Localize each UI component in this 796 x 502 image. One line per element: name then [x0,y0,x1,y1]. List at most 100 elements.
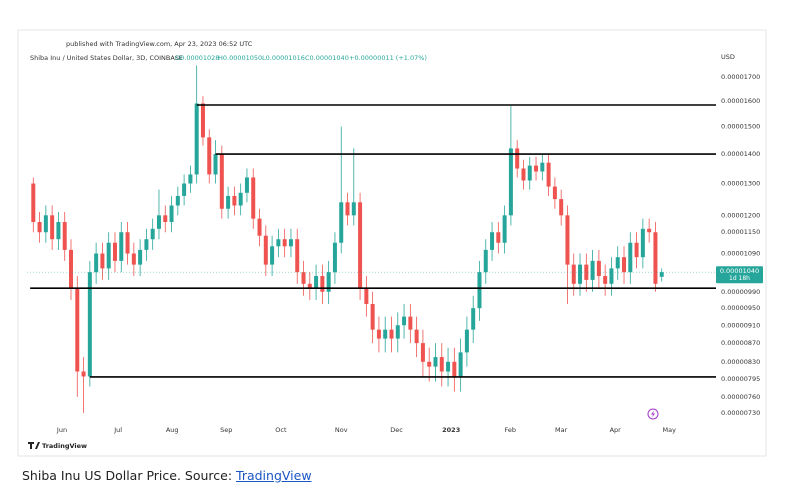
candle-body [56,222,61,240]
y-tick-label: 0.00000830 [721,358,760,366]
ohlc-low: L0.00001016 [262,54,305,62]
candle-body [332,242,337,273]
y-tick-label: 0.00001400 [721,150,760,158]
y-tick-label: 0.00001200 [721,211,760,219]
y-tick-label: 0.00001090 [721,250,760,258]
candle-body [138,249,143,265]
y-tick-label: 0.00000730 [721,409,760,417]
candle-body [251,177,256,219]
candle-body [37,222,42,233]
candle-body [603,276,608,284]
y-tick-label: 0.00000870 [721,339,760,347]
candle-body [182,183,187,196]
candle-body [508,148,513,216]
candle-body [458,352,463,377]
candle-body [420,343,425,362]
y-tick-label: 0.00001150 [721,228,760,236]
candle-body [288,239,293,247]
y-tick-label: 0.00001600 [721,97,760,105]
candle-body [527,165,532,181]
candle-body [169,205,174,223]
price-label-box [716,266,763,284]
candle-body [200,103,205,138]
candle-body [408,316,413,330]
candle-body [370,303,375,330]
candle-body [559,199,564,216]
candle-body [376,329,381,339]
candle-body [226,195,231,209]
candle-body [578,264,583,284]
x-tick-label: Mar [555,426,568,434]
candle-body [640,228,645,258]
candle-body [565,215,570,265]
alert-icon[interactable] [647,408,659,420]
candle-body [263,235,268,265]
candle-body [150,228,155,240]
candle-body [464,329,469,353]
y-tick-label: 0.00001300 [721,180,760,188]
candle-body [213,154,218,175]
candle-body [188,174,193,184]
candle-body [395,325,400,339]
x-tick-label: Oct [275,426,287,434]
currency-label: USD [721,53,735,61]
candle-body [163,215,168,223]
candle-body [584,264,589,280]
candle-body [389,329,394,339]
logo-icon [28,442,40,449]
x-tick-label: Aug [166,426,179,434]
candle-body [383,329,388,339]
candle-body [358,202,363,288]
price-countdown: 1d 18h [729,275,750,282]
candle-body [471,308,476,330]
x-tick-label: Sep [220,426,232,434]
symbol-label: Shiba Inu / United States Dollar, 3D, CO… [30,54,183,62]
candle-body [50,215,55,240]
x-tick-label: Jul [113,426,122,434]
logo-text: TradingView [42,442,87,450]
published-note: published with TradingView.com, Apr 23, … [66,40,253,48]
caption-link[interactable]: TradingView [236,468,312,483]
candle-body [81,371,86,377]
candle-body [295,239,300,273]
y-tick-label: 0.00001700 [721,73,760,81]
ohlc-open: O0.00001028 [175,54,219,62]
alert-bolt [651,410,655,418]
candle-body [62,222,67,250]
y-tick-label: 0.00000795 [721,375,760,383]
candle-body [326,272,331,292]
ohlc-change: +0.00000011 (+1.07%) [349,54,427,62]
candle-body [540,162,545,172]
candle-body [628,242,633,273]
candle-body [364,287,369,304]
candle-body [207,137,212,175]
candle-body [571,264,576,284]
y-tick-label: 0.00000910 [721,321,760,329]
candle-body [119,232,124,261]
candle-body [534,165,539,172]
candle-body [647,228,652,233]
candle-body [307,283,312,288]
candle-body [433,357,438,367]
x-tick-label: 2023 [442,426,460,434]
y-tick-label: 0.00000990 [721,288,760,296]
candle-body [282,239,287,247]
candle-body [446,361,451,372]
candle-body [653,232,658,284]
candle-body [483,249,488,273]
candle-body [521,168,526,181]
x-tick-label: Apr [610,426,622,434]
candle-body [219,154,224,209]
candle-body [496,232,501,243]
candle-body [31,183,36,223]
candle-body [232,195,237,206]
candle-body [515,148,520,169]
candle-body [43,215,48,233]
candle-body [477,272,482,309]
alert-circle[interactable] [647,408,659,420]
caption-text: Shiba Inu US Dollar Price. Source: [22,468,237,483]
candle-body [156,215,161,229]
candle-body [427,361,432,367]
candle-body [552,186,557,200]
